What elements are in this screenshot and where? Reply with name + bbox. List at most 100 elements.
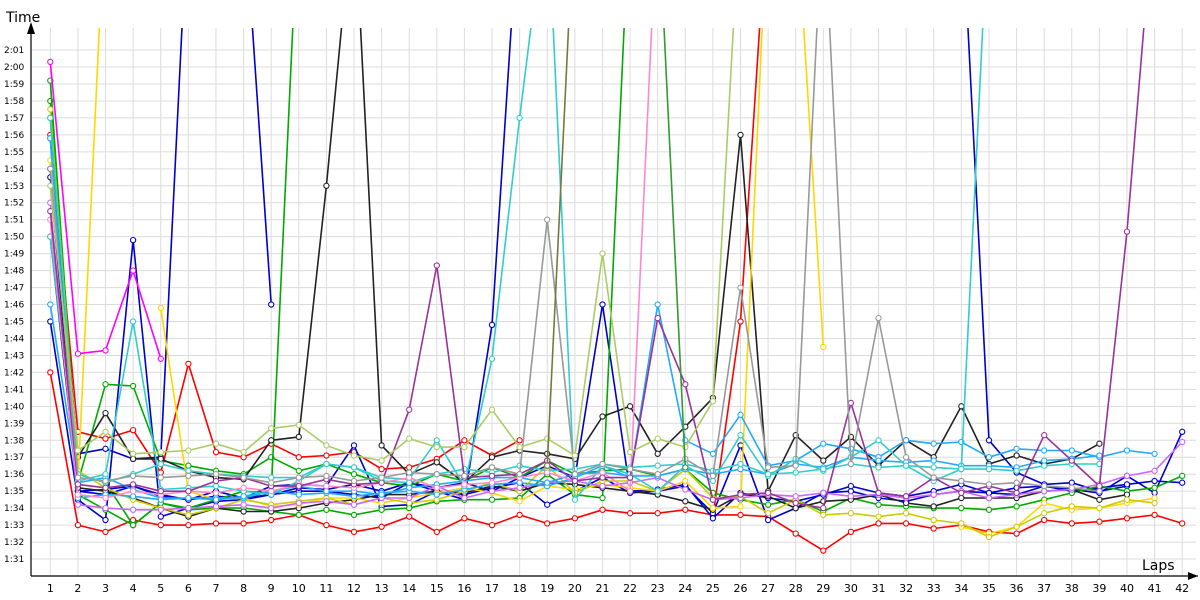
- data-point: [1041, 488, 1048, 495]
- data-point: [185, 360, 192, 368]
- data-point: [571, 477, 579, 485]
- x-tick-label: 30: [844, 582, 858, 595]
- data-point: [240, 474, 247, 481]
- data-point: [571, 496, 579, 503]
- y-tick-label: 1:46: [4, 301, 24, 311]
- data-point: [323, 472, 330, 480]
- y-tick-label: 1:54: [4, 165, 24, 175]
- data-point: [737, 460, 744, 468]
- data-point: [930, 516, 937, 524]
- data-point: [406, 469, 413, 476]
- data-point: [709, 477, 717, 485]
- data-point: [47, 58, 54, 66]
- x-tick-label: 29: [816, 582, 830, 595]
- data-point: [240, 508, 247, 515]
- data-point: [626, 403, 634, 410]
- data-point: [268, 425, 275, 432]
- data-point: [682, 381, 689, 388]
- y-axis-arrow: [27, 22, 35, 34]
- data-point: [764, 516, 772, 524]
- data-point: [516, 511, 523, 519]
- x-tick-label: 6: [185, 582, 192, 595]
- data-point: [212, 482, 220, 490]
- data-point: [1096, 518, 1103, 525]
- data-point: [406, 464, 413, 471]
- data-point: [433, 459, 440, 466]
- y-tick-label: 1:37: [4, 453, 24, 463]
- series-21: [47, 28, 1145, 512]
- x-tick-label: 12: [347, 582, 361, 595]
- data-point: [930, 457, 937, 464]
- x-axis-arrow: [1188, 572, 1198, 580]
- data-point: [1068, 484, 1075, 491]
- data-point: [461, 515, 468, 522]
- data-point: [461, 481, 468, 488]
- y-tick-label: 1:51: [4, 216, 24, 226]
- data-point: [157, 513, 164, 520]
- data-point: [350, 471, 358, 478]
- y-tick-label: 1:56: [4, 131, 24, 141]
- data-point: [847, 528, 855, 536]
- data-point: [295, 474, 302, 481]
- data-point: [433, 528, 440, 536]
- data-point: [599, 460, 606, 468]
- data-point: [488, 472, 496, 480]
- data-point: [599, 301, 606, 308]
- data-point: [406, 513, 413, 520]
- data-point: [295, 491, 302, 498]
- data-point: [626, 474, 634, 481]
- data-point: [433, 262, 440, 269]
- data-point: [378, 506, 385, 513]
- data-point: [820, 465, 827, 473]
- data-point: [737, 442, 744, 449]
- data-point: [378, 479, 385, 486]
- data-point: [737, 131, 744, 139]
- data-point: [1151, 489, 1158, 497]
- data-point: [737, 411, 744, 418]
- data-point: [185, 488, 192, 495]
- data-point: [185, 467, 192, 474]
- data-point: [488, 454, 496, 461]
- data-point: [1123, 491, 1131, 498]
- series-line: [49, 28, 984, 501]
- data-point: [1096, 440, 1103, 447]
- data-point: [74, 481, 82, 488]
- data-point: [820, 457, 827, 464]
- data-point: [488, 488, 496, 495]
- data-point: [1041, 462, 1048, 469]
- data-point: [268, 479, 275, 486]
- data-point: [185, 472, 192, 480]
- data-point: [350, 464, 358, 471]
- data-point: [212, 503, 220, 510]
- data-point: [488, 479, 496, 486]
- data-point: [157, 521, 164, 529]
- data-point: [488, 464, 496, 471]
- data-point: [1068, 503, 1075, 510]
- data-point: [212, 440, 220, 447]
- data-point: [875, 501, 882, 508]
- y-tick-label: 1:36: [4, 470, 24, 480]
- data-point: [1179, 438, 1186, 446]
- x-tick-label: 27: [761, 582, 775, 595]
- y-tick-label: 1:39: [4, 419, 24, 429]
- data-point: [1013, 489, 1020, 497]
- data-point: [654, 301, 661, 308]
- data-point: [654, 488, 661, 495]
- x-tick-label: 5: [157, 582, 164, 595]
- data-point: [737, 511, 744, 519]
- data-point: [47, 114, 54, 122]
- x-tick-label: 18: [513, 582, 527, 595]
- series-line: [49, 134, 520, 474]
- y-tick-label: 1:41: [4, 385, 24, 395]
- data-point: [875, 520, 882, 527]
- data-point: [985, 454, 993, 461]
- data-point: [737, 503, 744, 510]
- data-point: [102, 409, 109, 417]
- y-tick-label: 1:43: [4, 351, 24, 361]
- data-point: [544, 469, 551, 476]
- data-point: [654, 314, 661, 322]
- data-point: [129, 267, 137, 274]
- data-point: [654, 471, 661, 478]
- data-point: [378, 523, 385, 530]
- data-point: [875, 314, 882, 322]
